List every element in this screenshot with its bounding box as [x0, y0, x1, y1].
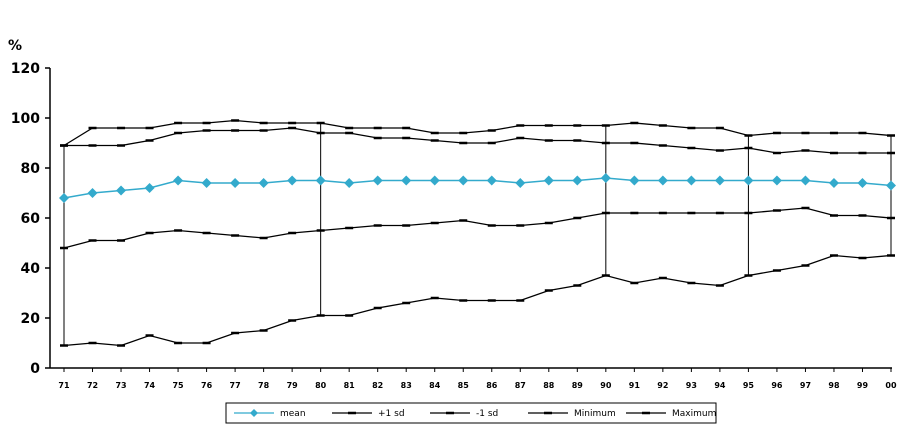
- x-tick-label: 81: [344, 381, 356, 390]
- x-tick-label: 78: [258, 381, 270, 390]
- series-plus_sd: [60, 126, 895, 155]
- data-point-mean: [771, 175, 782, 186]
- x-tick-label: 74: [144, 381, 156, 390]
- legend-item-minimum: Minimum: [528, 409, 616, 419]
- x-tick-label: 73: [115, 381, 126, 390]
- x-tick-label: 92: [657, 381, 668, 390]
- data-point-mean: [258, 178, 269, 188]
- data-point-mean: [201, 178, 212, 188]
- x-tick-label: 98: [828, 381, 840, 390]
- data-point-mean: [800, 175, 811, 186]
- data-point-mean: [344, 178, 355, 188]
- x-tick-label: 97: [800, 381, 811, 390]
- data-point-mean: [458, 175, 469, 186]
- x-tick-label: 72: [87, 381, 98, 390]
- series-line-mean: [63, 177, 892, 199]
- x-tick-label: 93: [686, 381, 697, 390]
- x-tick-label: 71: [58, 381, 70, 390]
- data-point-mean: [87, 188, 98, 198]
- series-line-plus_sd: [64, 127, 891, 154]
- data-point-mean: [372, 175, 383, 186]
- x-tick-label: 96: [771, 381, 783, 390]
- x-tick-label: 83: [401, 381, 412, 390]
- y-tick-label: 0: [30, 361, 40, 377]
- data-point-mean: [828, 178, 839, 188]
- series-mean: [59, 173, 896, 203]
- data-point-mean: [629, 175, 640, 186]
- legend-label: mean: [280, 409, 306, 419]
- x-tick-label: 86: [486, 381, 498, 390]
- x-tick-label: 76: [201, 381, 213, 390]
- y-tick-label: 120: [11, 61, 40, 77]
- data-point-mean: [686, 175, 697, 186]
- x-tick-label: 84: [429, 381, 441, 390]
- data-point-mean: [657, 175, 668, 186]
- legend-label: -1 sd: [476, 409, 498, 419]
- data-point-mean: [401, 175, 412, 186]
- data-point-mean: [714, 175, 725, 186]
- data-point-mean: [315, 175, 326, 186]
- legend-label: Minimum: [574, 409, 616, 419]
- legend-swatch-marker: [250, 409, 258, 417]
- x-tick-label: 77: [230, 381, 241, 390]
- series-line-maximum: [63, 119, 892, 147]
- y-tick-label: 40: [21, 261, 41, 277]
- x-tick-label: 95: [743, 381, 755, 390]
- x-tick-label: 94: [714, 381, 726, 390]
- legend-item-plus_sd: +1 sd: [332, 409, 405, 419]
- legend-item-maximum: Maximum: [626, 409, 716, 419]
- legend-item-mean: mean: [234, 409, 306, 419]
- data-point-mean: [486, 175, 497, 186]
- series-minimum: [60, 254, 895, 347]
- series-line-minus_sd: [63, 207, 892, 249]
- x-tick-label: 99: [857, 381, 869, 390]
- legend-label: +1 sd: [378, 409, 405, 419]
- legend-item-minus_sd: -1 sd: [430, 409, 498, 419]
- series-line-minimum: [63, 254, 892, 347]
- data-point-mean: [572, 175, 583, 186]
- data-point-mean: [173, 175, 184, 186]
- data-point-mean: [287, 175, 298, 186]
- data-point-mean: [429, 175, 440, 186]
- x-tick-label: 82: [372, 381, 383, 390]
- data-point-mean: [515, 178, 526, 188]
- data-point-mean: [600, 173, 611, 183]
- legend: mean +1 sd -1 sd Minimum Maximum: [225, 402, 717, 424]
- x-tick-label: 75: [172, 381, 184, 390]
- data-point-mean: [886, 180, 896, 191]
- x-tick-label: 85: [458, 381, 470, 390]
- data-point-mean: [116, 185, 127, 196]
- x-tick-label: 80: [315, 381, 327, 390]
- y-tick-label: 20: [21, 311, 41, 327]
- x-tick-label: 00: [885, 381, 897, 390]
- data-point-mean: [144, 183, 155, 193]
- legend-box: [225, 402, 717, 424]
- y-axis-label: %: [8, 38, 22, 54]
- data-point-mean: [743, 175, 754, 186]
- y-tick-label: 80: [21, 161, 41, 177]
- data-point-mean: [543, 175, 554, 186]
- y-tick-label: 100: [11, 111, 40, 127]
- x-tick-label: 88: [543, 381, 555, 390]
- data-point-mean: [59, 193, 69, 203]
- series-minus_sd: [60, 206, 895, 250]
- data-point-mean: [857, 178, 868, 188]
- x-tick-label: 79: [287, 381, 299, 390]
- data-point-mean: [230, 178, 241, 188]
- x-tick-label: 91: [629, 381, 641, 390]
- legend-label: Maximum: [672, 409, 716, 419]
- x-tick-label: 90: [600, 381, 612, 390]
- x-tick-label: 89: [572, 381, 584, 390]
- y-tick-label: 60: [21, 211, 41, 227]
- series-maximum: [60, 119, 895, 147]
- x-tick-label: 87: [515, 381, 526, 390]
